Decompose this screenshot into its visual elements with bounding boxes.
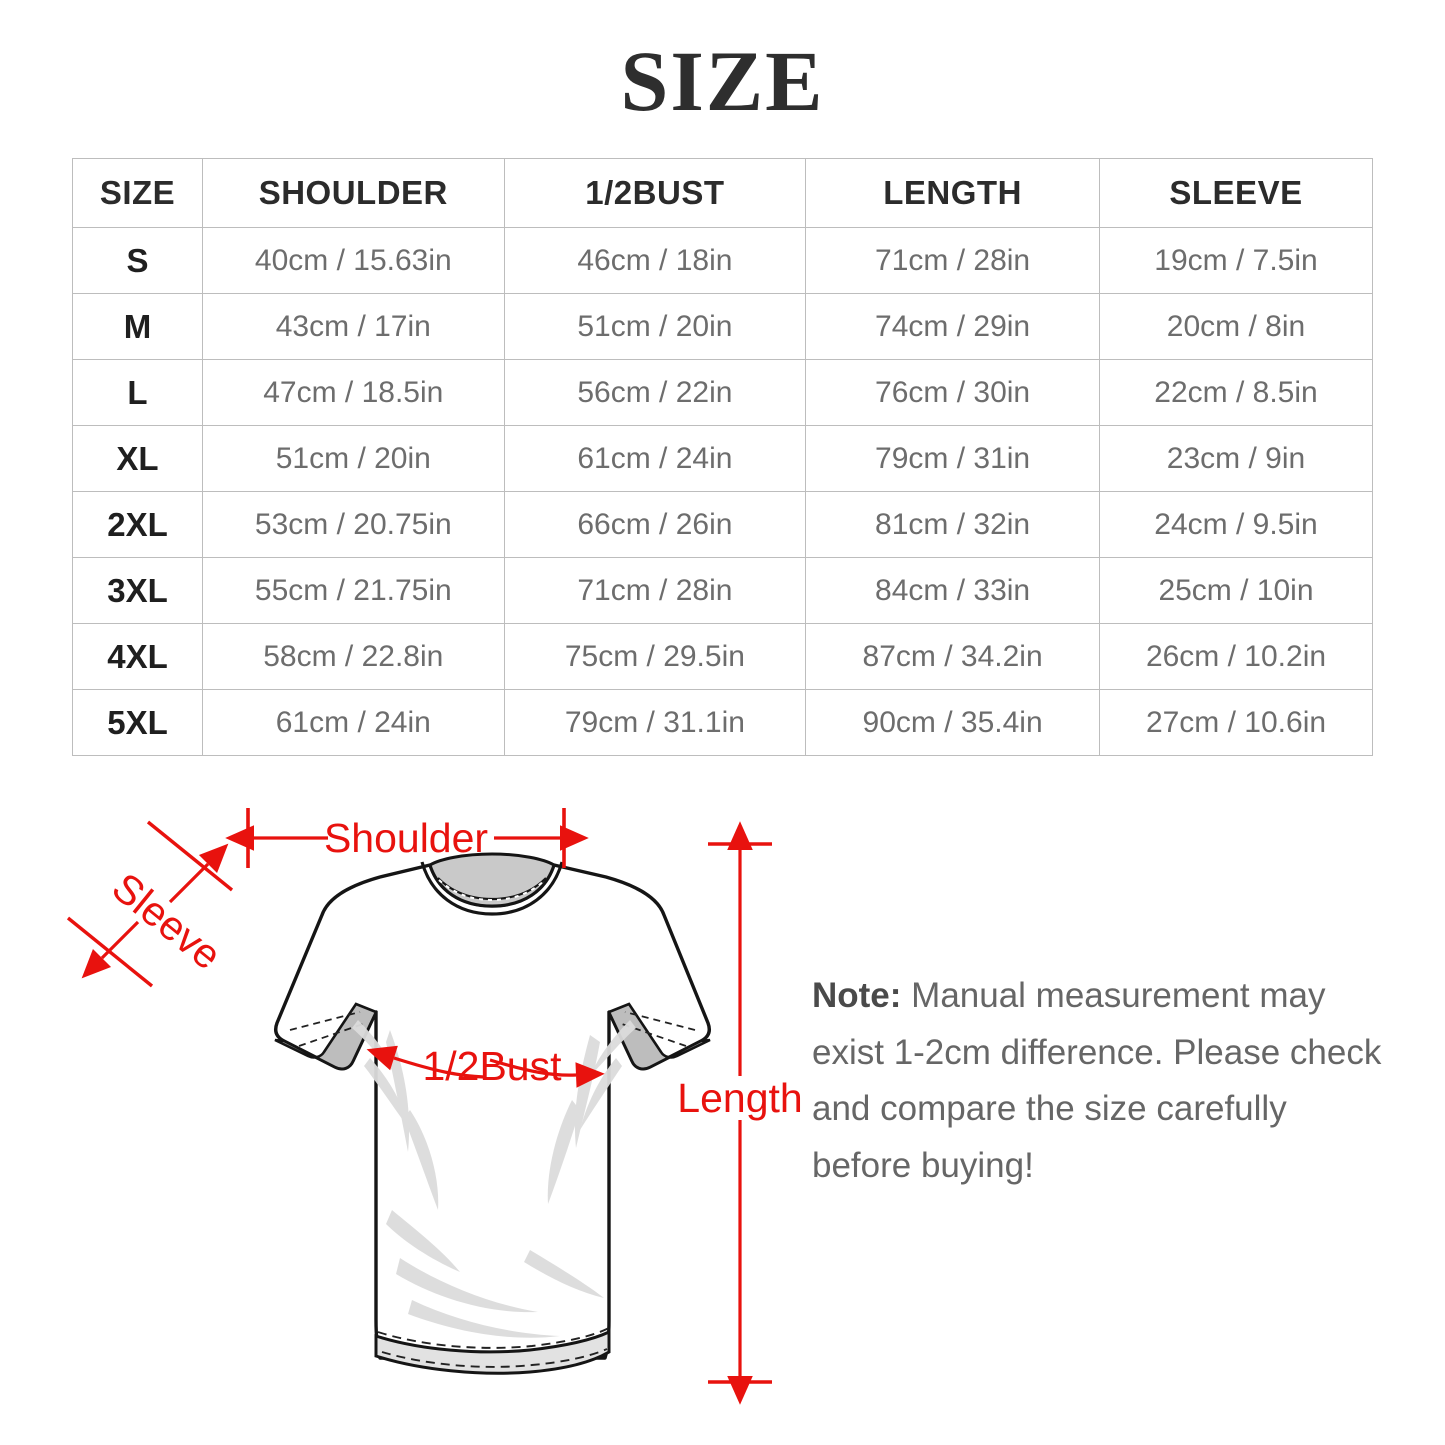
cell-sleeve: 20cm / 8in bbox=[1098, 293, 1374, 360]
cell-size: 5XL bbox=[72, 689, 203, 756]
bust-label: 1/2Bust bbox=[422, 1043, 562, 1089]
cell-sleeve: 23cm / 9in bbox=[1098, 425, 1374, 492]
cell-length: 79cm / 31in bbox=[805, 425, 1100, 492]
cell-length: 71cm / 28in bbox=[805, 227, 1100, 294]
length-label: Length bbox=[677, 1075, 802, 1121]
column-header-sleeve: SLEEVE bbox=[1098, 158, 1374, 228]
cell-sleeve: 19cm / 7.5in bbox=[1098, 227, 1374, 294]
cell-bust: 66cm / 26in bbox=[503, 491, 807, 558]
cell-shoulder: 58cm / 22.8in bbox=[202, 623, 505, 690]
cell-size: S bbox=[72, 227, 203, 294]
cell-sleeve: 26cm / 10.2in bbox=[1098, 623, 1374, 690]
cell-length: 87cm / 34.2in bbox=[805, 623, 1100, 690]
column-header-length: LENGTH bbox=[805, 158, 1100, 228]
length-measurement-annotation: Length bbox=[677, 821, 803, 1405]
cell-size: 2XL bbox=[72, 491, 203, 558]
cell-bust: 71cm / 28in bbox=[503, 557, 807, 624]
tshirt-measurement-diagram: Shoulder Sleeve 1/2Bust Length bbox=[60, 780, 820, 1420]
measurement-note: Note: Manual measurement may exist 1-2cm… bbox=[812, 968, 1382, 1195]
cell-sleeve: 25cm / 10in bbox=[1098, 557, 1374, 624]
cell-shoulder: 47cm / 18.5in bbox=[202, 359, 505, 426]
cell-size: 4XL bbox=[72, 623, 203, 690]
table-row: M 43cm / 17in 51cm / 20in 74cm / 29in 20… bbox=[72, 293, 1374, 360]
table-row: 2XL 53cm / 20.75in 66cm / 26in 81cm / 32… bbox=[72, 491, 1374, 558]
cell-size: 3XL bbox=[72, 557, 203, 624]
table-row: S 40cm / 15.63in 46cm / 18in 71cm / 28in… bbox=[72, 227, 1374, 294]
cell-length: 74cm / 29in bbox=[805, 293, 1100, 360]
page-title: SIZE bbox=[620, 33, 825, 129]
cell-bust: 61cm / 24in bbox=[503, 425, 807, 492]
tshirt-icon bbox=[274, 852, 711, 1375]
cell-length: 84cm / 33in bbox=[805, 557, 1100, 624]
table-row: 3XL 55cm / 21.75in 71cm / 28in 84cm / 33… bbox=[72, 557, 1374, 624]
table-row: XL 51cm / 20in 61cm / 24in 79cm / 31in 2… bbox=[72, 425, 1374, 492]
column-header-shoulder: SHOULDER bbox=[202, 158, 505, 228]
cell-shoulder: 43cm / 17in bbox=[202, 293, 505, 360]
cell-sleeve: 24cm / 9.5in bbox=[1098, 491, 1374, 558]
size-chart-table: SIZE SHOULDER 1/2BUST LENGTH SLEEVE S 40… bbox=[72, 158, 1374, 756]
cell-bust: 56cm / 22in bbox=[503, 359, 807, 426]
cell-size: XL bbox=[72, 425, 203, 492]
column-header-size: SIZE bbox=[72, 158, 203, 228]
cell-shoulder: 53cm / 20.75in bbox=[202, 491, 505, 558]
cell-shoulder: 55cm / 21.75in bbox=[202, 557, 505, 624]
bust-measurement-annotation: 1/2Bust bbox=[366, 1043, 605, 1089]
cell-shoulder: 51cm / 20in bbox=[202, 425, 505, 492]
sleeve-measurement-annotation: Sleeve bbox=[66, 820, 234, 988]
shoulder-measurement-annotation: Shoulder bbox=[225, 808, 589, 868]
cell-size: M bbox=[72, 293, 203, 360]
table-row: 4XL 58cm / 22.8in 75cm / 29.5in 87cm / 3… bbox=[72, 623, 1374, 690]
cell-sleeve: 27cm / 10.6in bbox=[1098, 689, 1374, 756]
cell-length: 90cm / 35.4in bbox=[805, 689, 1100, 756]
cell-bust: 46cm / 18in bbox=[503, 227, 807, 294]
cell-bust: 51cm / 20in bbox=[503, 293, 807, 360]
shoulder-label: Shoulder bbox=[324, 815, 488, 861]
cell-length: 76cm / 30in bbox=[805, 359, 1100, 426]
table-header-row: SIZE SHOULDER 1/2BUST LENGTH SLEEVE bbox=[72, 158, 1374, 228]
table-row: L 47cm / 18.5in 56cm / 22in 76cm / 30in … bbox=[72, 359, 1374, 426]
note-text: Manual measurement may exist 1-2cm diffe… bbox=[812, 976, 1382, 1186]
cell-bust: 75cm / 29.5in bbox=[503, 623, 807, 690]
table-row: 5XL 61cm / 24in 79cm / 31.1in 90cm / 35.… bbox=[72, 689, 1374, 756]
cell-sleeve: 22cm / 8.5in bbox=[1098, 359, 1374, 426]
cell-length: 81cm / 32in bbox=[805, 491, 1100, 558]
cell-shoulder: 40cm / 15.63in bbox=[202, 227, 505, 294]
cell-shoulder: 61cm / 24in bbox=[202, 689, 505, 756]
size-chart-table-container: SIZE SHOULDER 1/2BUST LENGTH SLEEVE S 40… bbox=[72, 158, 1374, 756]
note-label: Note: bbox=[812, 976, 902, 1015]
cell-bust: 79cm / 31.1in bbox=[503, 689, 807, 756]
cell-size: L bbox=[72, 359, 203, 426]
column-header-bust: 1/2BUST bbox=[503, 158, 807, 228]
